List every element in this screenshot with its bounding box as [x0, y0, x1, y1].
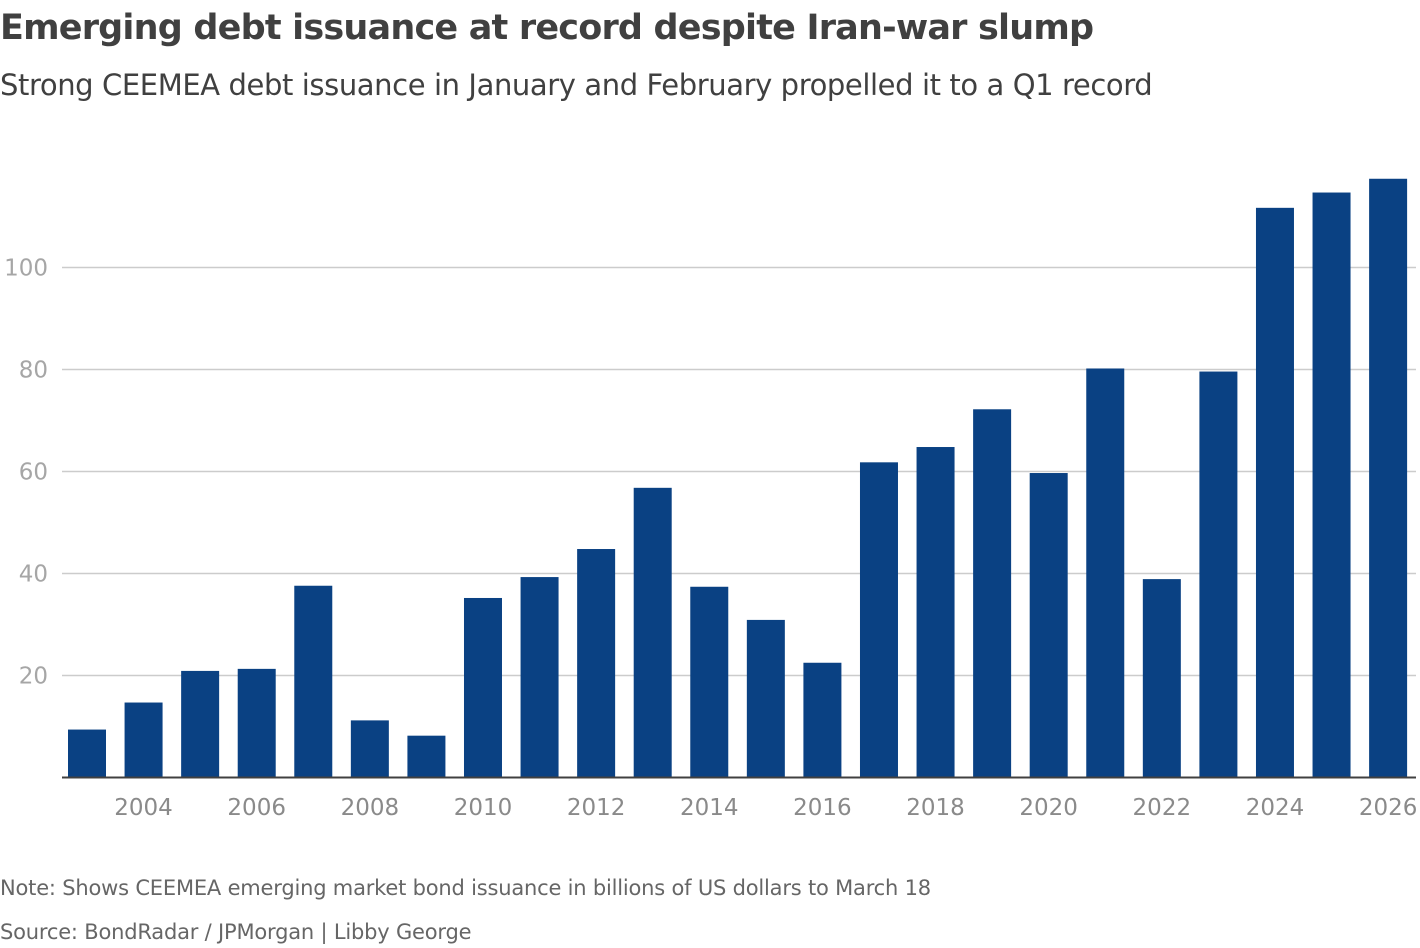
x-tick-label: 2020: [1019, 795, 1078, 821]
bar-2007: [294, 585, 333, 778]
bar-2022: [1142, 579, 1181, 778]
bar-2011: [520, 577, 559, 778]
x-tick-label: 2004: [114, 795, 173, 821]
y-tick-label: 80: [19, 358, 48, 384]
bar-2025: [1312, 192, 1351, 778]
bar-2024: [1255, 207, 1294, 778]
x-tick-label: 2022: [1133, 795, 1192, 821]
chart-subtitle: Strong CEEMEA debt issuance in January a…: [0, 68, 1153, 102]
bar-2006: [237, 668, 276, 778]
bar-2021: [1086, 368, 1125, 778]
bar-2008: [350, 720, 389, 778]
chart-note: Note: Shows CEEMEA emerging market bond …: [0, 876, 931, 900]
bar-2023: [1199, 371, 1238, 778]
x-tick-label: 2006: [227, 795, 286, 821]
x-tick-label: 2026: [1359, 795, 1418, 821]
bar-2020: [1029, 473, 1068, 778]
x-tick-label: 2018: [906, 795, 965, 821]
x-tick-label: 2016: [793, 795, 852, 821]
chart-source: Source: BondRadar / JPMorgan | Libby Geo…: [0, 920, 472, 944]
x-tick-label: 2010: [454, 795, 513, 821]
bar-2018: [916, 447, 955, 778]
x-tick-label: 2012: [567, 795, 626, 821]
bar-2019: [973, 409, 1012, 778]
x-tick-label: 2008: [341, 795, 400, 821]
bar-2017: [859, 462, 898, 778]
y-tick-label: 60: [19, 460, 48, 486]
x-tick-label: 2014: [680, 795, 739, 821]
bar-2003: [68, 729, 106, 778]
bar-2016: [803, 662, 842, 778]
chart-title: Emerging debt issuance at record despite…: [0, 8, 1094, 48]
bar-2015: [746, 619, 785, 778]
y-tick-label: 20: [19, 664, 48, 690]
bar-2005: [181, 670, 220, 778]
bar-2012: [577, 549, 616, 778]
bar-2014: [690, 586, 729, 778]
x-tick-label: 2024: [1246, 795, 1305, 821]
y-tick-label: 40: [19, 562, 48, 588]
bar-2026: [1369, 178, 1408, 778]
bar-2010: [463, 597, 502, 778]
y-tick-label: 100: [4, 256, 48, 282]
bar-2013: [633, 487, 672, 778]
bar-2004: [124, 702, 163, 778]
bar-2009: [407, 735, 446, 778]
